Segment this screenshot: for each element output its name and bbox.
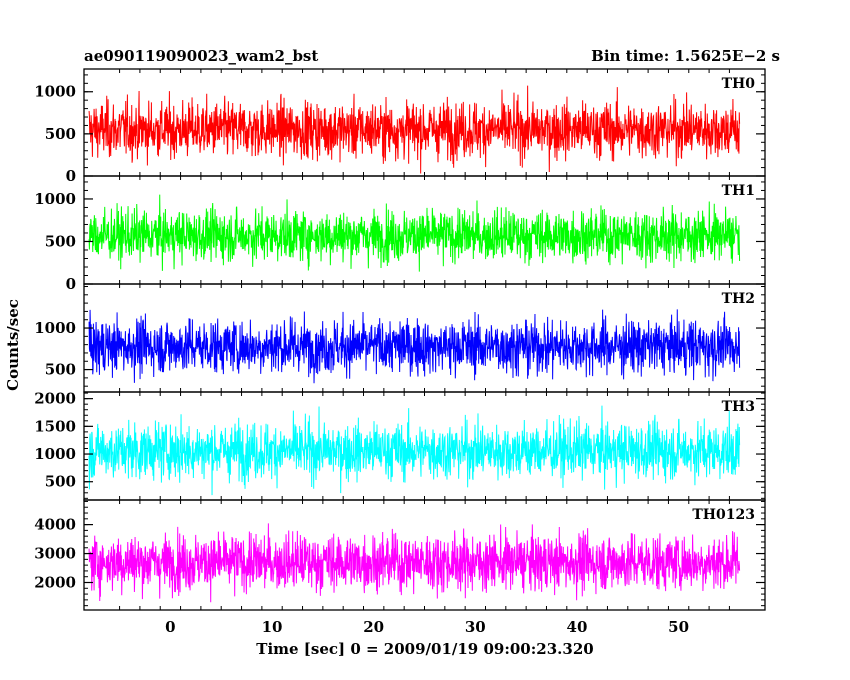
x-tick-label: 50: [668, 618, 689, 636]
figure-title-right: Bin time: 1.5625E−2 s: [591, 47, 780, 65]
y-tick-label: 1000: [34, 319, 76, 337]
panel-label-th1: TH1: [722, 183, 755, 199]
figure-title-left: ae090119090023_wam2_bst: [84, 47, 318, 65]
panel-th1: 0 500 1000 TH1: [34, 175, 766, 293]
y-tick-label: 2000: [34, 574, 76, 592]
panel-label-th0123: TH0123: [692, 507, 755, 523]
y-tick-label: 500: [45, 473, 76, 491]
panel-th0123: 2000 3000 4000 TH0123: [34, 499, 766, 611]
y-tick-label: 500: [45, 232, 76, 250]
y-tick-label: 500: [45, 125, 76, 143]
panel-th2: 500 1000 TH2: [34, 283, 766, 393]
series-th3: [88, 405, 741, 496]
y-tick-label: 4000: [34, 516, 76, 534]
x-tick-label: 10: [262, 618, 283, 636]
series-th0123: [88, 523, 741, 603]
x-axis: 0 10 20 30 40 50: [165, 618, 689, 636]
panel-stack: 0 500 1000 TH0 0 500 1000 TH1 500 1000 TH2 500 1000 1…: [34, 68, 766, 611]
y-tick-label: 1000: [34, 445, 76, 463]
panel-th0: 0 500 1000 TH0: [34, 68, 766, 185]
y-tick-label: 3000: [34, 545, 76, 563]
series-th2: [88, 309, 741, 384]
panel-label-th2: TH2: [722, 291, 755, 307]
y-tick-label: 1000: [34, 190, 76, 208]
panel-th3: 500 1000 1500 2000 TH3: [34, 390, 766, 501]
series-th0: [88, 85, 741, 174]
y-tick-label: 0: [66, 167, 76, 185]
y-tick-label: 1000: [34, 83, 76, 101]
x-axis-label: Time [sec] 0 = 2009/01/19 09:00:23.320: [256, 640, 593, 658]
y-axis-label: Counts/sec: [4, 299, 22, 391]
x-tick-label: 30: [465, 618, 486, 636]
y-tick-label: 500: [45, 361, 76, 379]
y-tick-label: 0: [66, 275, 76, 293]
x-tick-label: 40: [567, 618, 588, 636]
series-th1: [88, 194, 741, 272]
y-tick-label: 1500: [34, 417, 76, 435]
x-tick-label: 20: [363, 618, 384, 636]
x-tick-label: 0: [165, 618, 175, 636]
panel-label-th3: TH3: [722, 399, 755, 415]
panel-label-th0: TH0: [722, 76, 756, 92]
y-tick-label: 2000: [34, 390, 76, 408]
